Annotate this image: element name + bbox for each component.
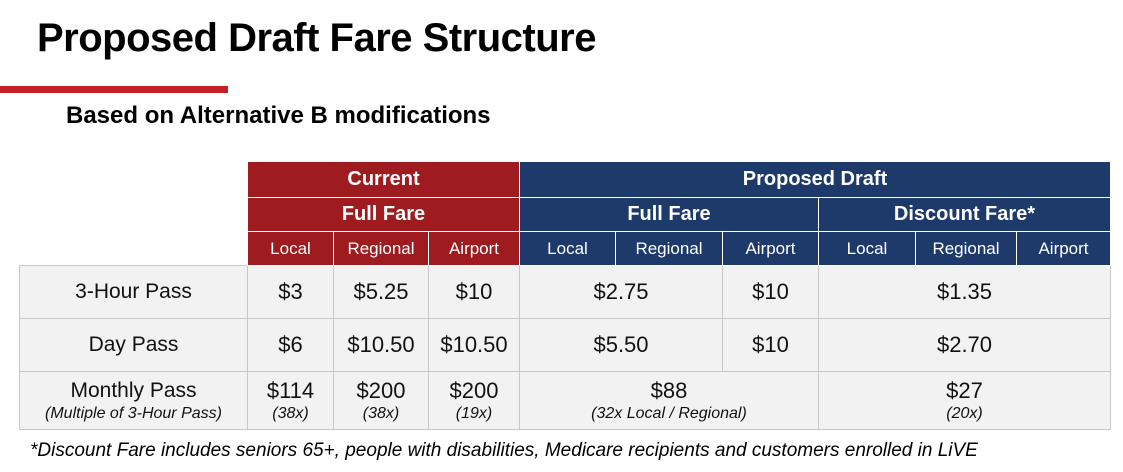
fare-value: $114 bbox=[266, 377, 315, 403]
table-row-monthly-pass: Monthly Pass (Multiple of 3-Hour Pass) $… bbox=[19, 371, 1111, 430]
fare-cell: $10.50 bbox=[333, 318, 429, 372]
row-label-note: (Multiple of 3-Hour Pass) bbox=[45, 404, 222, 422]
col-header-proposed-airport: Airport bbox=[722, 231, 819, 266]
table-row-day-pass: Day Pass $6 $10.50 $10.50 $5.50 $10 $2.7… bbox=[19, 318, 1111, 372]
fare-cell: $3 bbox=[247, 265, 334, 319]
header-blank-cell bbox=[19, 161, 248, 266]
footnote: *Discount Fare includes seniors 65+, peo… bbox=[30, 440, 978, 461]
fare-cell: $10.50 bbox=[428, 318, 520, 372]
fare-value: $88 bbox=[650, 377, 688, 403]
row-label: Day Pass bbox=[19, 318, 248, 372]
table-row-3-hour-pass: 3-Hour Pass $3 $5.25 $10 $2.75 $10 $1.35 bbox=[19, 265, 1111, 319]
fare-multiple-note: (32x Local / Regional) bbox=[591, 404, 747, 422]
col-header-discount-local: Local bbox=[818, 231, 916, 266]
header-current: Current bbox=[247, 161, 520, 198]
fare-cell: $10 bbox=[428, 265, 520, 319]
col-header-discount-airport: Airport bbox=[1016, 231, 1111, 266]
header-current-full-fare: Full Fare bbox=[247, 197, 520, 232]
fare-cell: $10 bbox=[722, 318, 819, 372]
col-header-proposed-local: Local bbox=[519, 231, 616, 266]
header-proposed-draft: Proposed Draft bbox=[519, 161, 1111, 198]
title-accent-bar bbox=[0, 86, 228, 93]
col-header-current-local: Local bbox=[247, 231, 334, 266]
fare-multiple-note: (19x) bbox=[455, 404, 493, 422]
row-label: Monthly Pass bbox=[70, 378, 197, 402]
fare-multiple-note: (38x) bbox=[362, 404, 400, 422]
fare-value: $200 bbox=[449, 377, 499, 403]
fare-multiple-note: (38x) bbox=[272, 404, 309, 422]
row-label-cell: Monthly Pass (Multiple of 3-Hour Pass) bbox=[19, 371, 248, 430]
col-header-current-regional: Regional bbox=[333, 231, 429, 266]
fare-cell: $1.35 bbox=[818, 265, 1111, 319]
col-header-proposed-regional: Regional bbox=[615, 231, 723, 266]
slide-title: Proposed Draft Fare Structure bbox=[37, 16, 596, 60]
fare-cell: $2.70 bbox=[818, 318, 1111, 372]
fare-table: Current Proposed Draft Full Fare Full Fa… bbox=[19, 161, 1111, 430]
fare-cell: $200 (19x) bbox=[428, 371, 520, 430]
fare-cell: $114 (38x) bbox=[247, 371, 334, 430]
fare-cell: $88 (32x Local / Regional) bbox=[519, 371, 819, 430]
col-header-current-airport: Airport bbox=[428, 231, 520, 266]
fare-cell: $10 bbox=[722, 265, 819, 319]
fare-value: $200 bbox=[356, 377, 406, 403]
col-header-discount-regional: Regional bbox=[915, 231, 1017, 266]
fare-cell: $6 bbox=[247, 318, 334, 372]
fare-cell: $5.25 bbox=[333, 265, 429, 319]
slide-subtitle: Based on Alternative B modifications bbox=[66, 102, 491, 129]
fare-cell: $27 (20x) bbox=[818, 371, 1111, 430]
header-proposed-discount-fare: Discount Fare* bbox=[818, 197, 1111, 232]
fare-cell: $5.50 bbox=[519, 318, 723, 372]
row-label: 3-Hour Pass bbox=[19, 265, 248, 319]
fare-multiple-note: (20x) bbox=[946, 404, 983, 422]
fare-cell: $200 (38x) bbox=[333, 371, 429, 430]
fare-value: $27 bbox=[946, 377, 983, 403]
header-proposed-full-fare: Full Fare bbox=[519, 197, 819, 232]
fare-cell: $2.75 bbox=[519, 265, 723, 319]
